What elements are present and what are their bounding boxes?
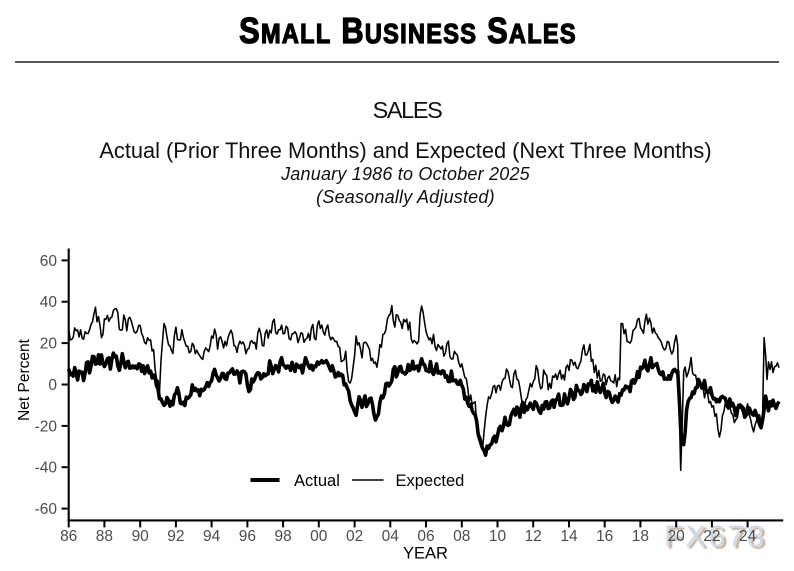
svg-text:18: 18 xyxy=(632,528,649,545)
svg-text:10: 10 xyxy=(489,528,507,545)
svg-text:0: 0 xyxy=(48,377,57,394)
svg-text:-20: -20 xyxy=(35,418,58,435)
svg-text:06: 06 xyxy=(417,528,434,545)
svg-text:Expected: Expected xyxy=(396,472,465,490)
svg-text:Net Percent: Net Percent xyxy=(16,338,33,421)
svg-text:88: 88 xyxy=(96,528,113,545)
svg-text:08: 08 xyxy=(453,528,470,545)
svg-text:92: 92 xyxy=(167,528,184,545)
svg-text:-60: -60 xyxy=(35,501,58,518)
svg-text:96: 96 xyxy=(239,528,256,545)
svg-text:22: 22 xyxy=(703,528,720,545)
svg-text:94: 94 xyxy=(203,528,221,545)
svg-text:00: 00 xyxy=(310,528,328,545)
svg-text:90: 90 xyxy=(132,528,150,545)
svg-text:YEAR: YEAR xyxy=(403,545,448,563)
svg-text:04: 04 xyxy=(382,528,400,545)
svg-text:12: 12 xyxy=(525,528,542,545)
svg-text:16: 16 xyxy=(596,528,613,545)
svg-text:FX678: FX678 xyxy=(667,521,769,556)
svg-text:Actual: Actual xyxy=(294,472,340,490)
svg-text:60: 60 xyxy=(40,253,58,270)
svg-text:20: 20 xyxy=(40,336,58,353)
svg-text:-40: -40 xyxy=(35,460,58,477)
svg-text:14: 14 xyxy=(560,528,578,545)
svg-text:98: 98 xyxy=(274,528,291,545)
svg-text:02: 02 xyxy=(346,528,363,545)
svg-text:24: 24 xyxy=(739,528,757,545)
svg-text:40: 40 xyxy=(40,294,58,311)
svg-text:20: 20 xyxy=(668,528,686,545)
svg-text:86: 86 xyxy=(60,528,77,545)
